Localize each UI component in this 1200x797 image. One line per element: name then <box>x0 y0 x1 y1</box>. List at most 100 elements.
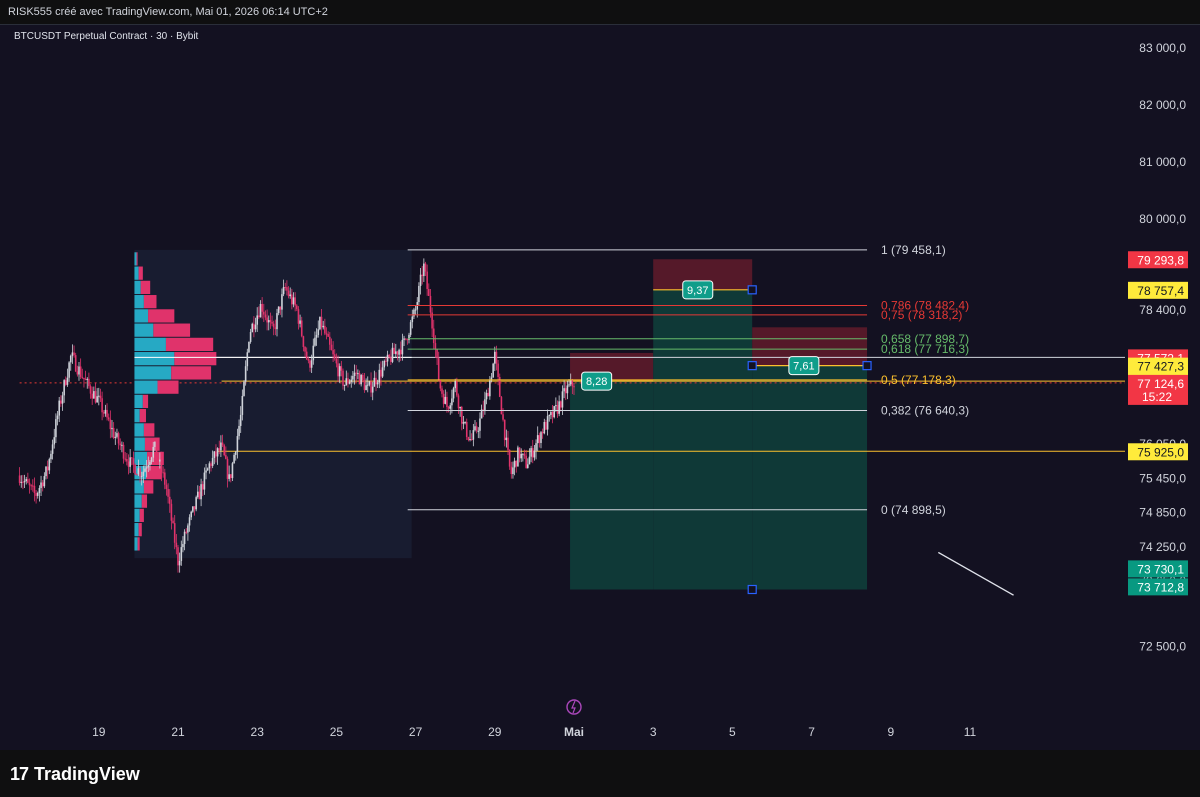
candle-body <box>188 517 191 526</box>
candle-body <box>68 362 70 378</box>
date-tick-label: 25 <box>330 725 344 739</box>
candle-body <box>253 323 255 330</box>
candle-body <box>157 457 159 462</box>
candle-body <box>58 400 60 416</box>
candle-body <box>291 294 293 305</box>
candle-body <box>404 338 407 340</box>
profile-bar-up <box>134 337 166 352</box>
candle-body <box>395 351 397 354</box>
profile-bar-down <box>139 508 144 523</box>
candle-body <box>451 398 453 406</box>
candle-body <box>117 433 120 444</box>
candle-body <box>556 405 559 414</box>
price-axis: 83 000,0 82 000,0 81 000,0 80 000,0 78 400,0… <box>1139 41 1186 654</box>
symbol-legend[interactable]: BTCUSDT Perpetual Contract · 30 · Bybit <box>14 31 199 42</box>
candle-body <box>272 323 275 328</box>
candle-body <box>210 463 212 466</box>
candle-body <box>371 386 374 393</box>
profile-bar-up <box>134 423 144 437</box>
candle-body <box>348 381 351 384</box>
candle-body <box>550 412 552 415</box>
candle-body <box>102 412 105 414</box>
candle-body <box>126 459 128 462</box>
price-label-text: 78 757,4 <box>1137 284 1184 298</box>
candle-body <box>206 468 209 471</box>
candle-body <box>434 343 437 350</box>
candle-body <box>569 380 572 385</box>
profit-zone <box>570 381 654 590</box>
candle-body <box>66 377 69 385</box>
candle-body <box>282 287 285 295</box>
candle-body <box>165 484 168 490</box>
candle-body <box>464 421 466 423</box>
profile-bar-up <box>134 480 144 494</box>
price-tick-label: 78 400,0 <box>1139 303 1186 317</box>
candle-body <box>25 479 27 482</box>
profile-bar-down <box>165 337 214 352</box>
candle-body <box>368 381 371 385</box>
candle-body <box>518 447 521 459</box>
candle-body <box>96 396 98 403</box>
date-tick-label: 19 <box>92 725 106 739</box>
candle-body <box>74 355 77 372</box>
candle-body <box>456 381 458 396</box>
candle-body <box>325 333 328 335</box>
profile-bar-up <box>134 295 144 309</box>
candle-body <box>98 395 100 397</box>
candle-body <box>531 448 534 458</box>
candle-body <box>99 395 102 399</box>
candle-body <box>266 317 268 323</box>
candle-body <box>78 366 80 375</box>
price-label-text: 73 712,8 <box>1137 580 1184 594</box>
tradingview-logo[interactable]: 17 TradingView <box>10 764 140 785</box>
candle-body <box>172 520 174 524</box>
candle-body <box>498 376 501 397</box>
candle-body <box>370 381 372 393</box>
candle-body <box>200 484 202 500</box>
fib-level-label: 0,658 (77 898,7) <box>881 332 969 346</box>
candle-body <box>500 396 503 415</box>
profile-bar-down <box>141 494 148 508</box>
candle-body <box>479 418 481 431</box>
drag-handle <box>747 285 757 295</box>
candle-body <box>225 455 227 459</box>
candle-body <box>314 337 316 346</box>
fib-level-label: 0,75 (78 318,2) <box>881 308 962 322</box>
candle-body <box>309 360 311 368</box>
candle-body <box>490 377 493 381</box>
candle-body <box>63 380 65 396</box>
candle-body <box>162 472 164 474</box>
candle-body <box>560 401 562 408</box>
candle-body <box>220 442 222 451</box>
candle-body <box>28 482 31 486</box>
candle-body <box>484 399 486 412</box>
candle-body <box>259 303 262 318</box>
candle-body <box>322 325 324 328</box>
candle-body <box>548 414 551 417</box>
candle-body <box>312 345 315 361</box>
candle-body <box>32 485 34 487</box>
candle-body <box>461 406 463 424</box>
candle-body <box>132 458 135 465</box>
candle-body <box>409 322 412 335</box>
candle-body <box>121 444 123 446</box>
profile-bar-down <box>143 295 157 309</box>
ratio-badge <box>581 371 613 391</box>
candle-body <box>216 448 219 457</box>
candle-body <box>201 484 204 490</box>
profile-bar-down <box>153 323 191 337</box>
fib-level-label: 0 (74 898,5) <box>881 503 946 517</box>
candle-body <box>489 380 491 397</box>
candle-body <box>258 315 260 318</box>
horizontal-lines <box>19 356 1125 452</box>
candle-body <box>530 448 532 457</box>
fib-level-label: 0,786 (78 482,4) <box>881 299 969 313</box>
candle-body <box>170 503 173 521</box>
candle-body <box>178 560 181 566</box>
candle-body <box>218 448 221 451</box>
candle-body <box>20 481 23 483</box>
footer-bar: 17 TradingView <box>0 750 1200 797</box>
candle-body <box>261 303 263 312</box>
candle-body <box>277 306 280 314</box>
